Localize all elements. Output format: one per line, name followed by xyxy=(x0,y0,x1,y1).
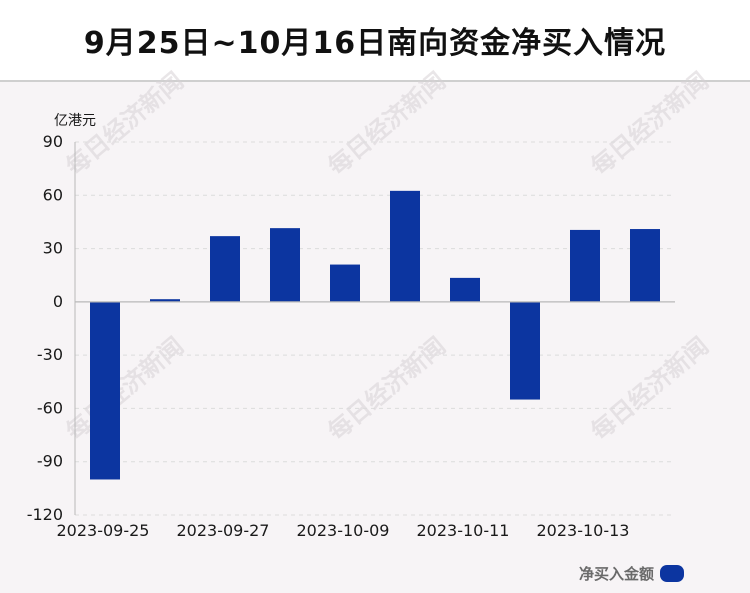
watermark-text: 每日经济新闻 xyxy=(323,67,451,181)
bar-2023-10-09 xyxy=(330,264,360,302)
watermark-text: 每日经济新闻 xyxy=(61,332,189,446)
bar-2023-10-11 xyxy=(450,277,480,302)
bar-2023-10-12 xyxy=(510,301,540,400)
chart-title: 9月25日~10月16日南向资金净买入情况 xyxy=(83,26,667,61)
y-axis-unit: 亿港元 xyxy=(54,113,96,129)
y-tick-label: -120 xyxy=(27,505,63,524)
x-tick-label: 2023-10-11 xyxy=(417,521,510,540)
watermark-text: 每日经济新闻 xyxy=(586,67,714,181)
y-tick-label: 30 xyxy=(43,239,63,258)
y-tick-label: -90 xyxy=(37,452,63,471)
y-tick-label: -60 xyxy=(37,398,63,417)
legend-swatch xyxy=(660,565,684,582)
chart-header: 9月25日~10月16日南向资金净买入情况 xyxy=(0,0,750,82)
y-tick-label: 0 xyxy=(53,292,63,311)
watermark-text: 每日经济新闻 xyxy=(323,332,451,446)
x-tick-label: 2023-09-27 xyxy=(177,521,270,540)
bar-2023-09-28 xyxy=(270,228,300,302)
x-tick-label: 2023-09-25 xyxy=(57,521,150,540)
watermark-text: 每日经济新闻 xyxy=(586,332,714,446)
bar-2023-09-26 xyxy=(150,299,180,302)
bar-2023-10-16 xyxy=(630,229,660,302)
y-tick-label: 60 xyxy=(43,185,63,204)
y-tick-label: 90 xyxy=(43,132,63,151)
bar-2023-09-27 xyxy=(210,236,240,302)
legend-label: 净买入金额 xyxy=(578,565,654,583)
bar-2023-10-13 xyxy=(570,229,600,302)
x-tick-label: 2023-10-13 xyxy=(537,521,630,540)
bar-2023-10-10 xyxy=(390,190,420,302)
x-tick-label: 2023-10-09 xyxy=(297,521,390,540)
y-tick-label: -30 xyxy=(37,345,63,364)
bar-2023-09-25 xyxy=(90,301,120,480)
legend: 净买入金额 xyxy=(579,563,684,584)
